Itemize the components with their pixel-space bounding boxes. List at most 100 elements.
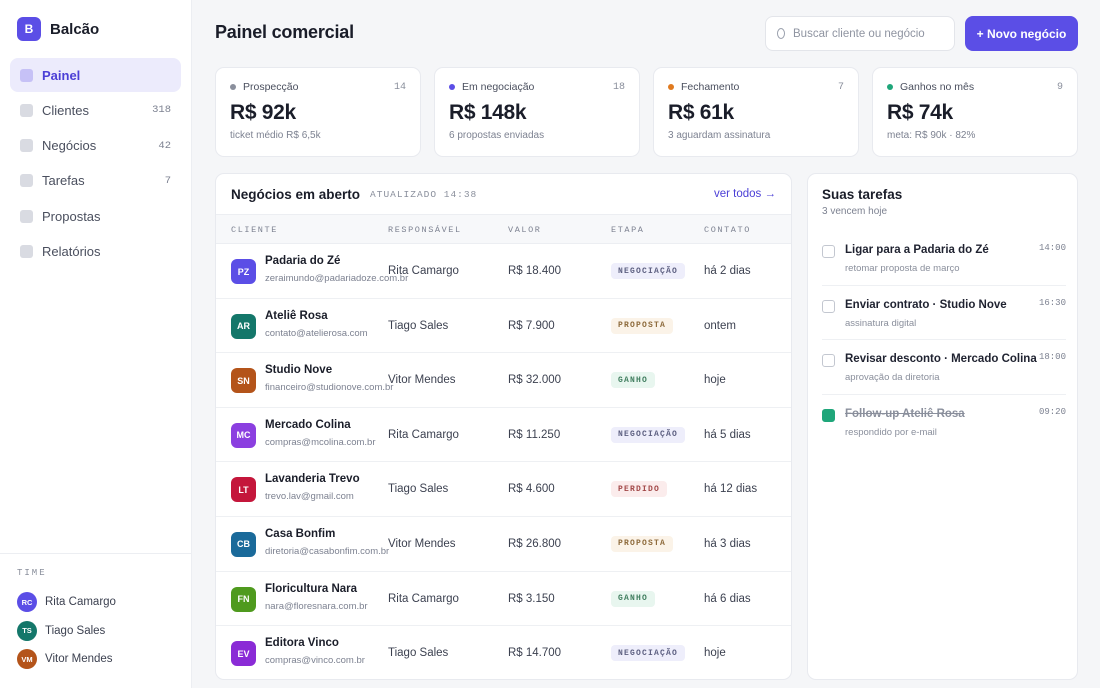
deal-value: R$ 26.800 bbox=[508, 537, 562, 550]
last-contact: há 5 dias bbox=[704, 428, 751, 441]
task-title: Revisar desconto · Mercado Colina bbox=[845, 353, 1037, 366]
search-input[interactable] bbox=[793, 27, 943, 40]
client-avatar: EV bbox=[231, 641, 256, 667]
tasks-title: Suas tarefas bbox=[822, 187, 903, 202]
stat-count: 14 bbox=[393, 81, 406, 93]
deal-owner: Tiago Sales bbox=[388, 319, 449, 332]
sidebar-item-negocios[interactable]: Negócios 42 bbox=[10, 129, 181, 163]
task-checkbox[interactable] bbox=[822, 299, 835, 313]
column-header-owner[interactable]: RESPONSÁVEL bbox=[388, 225, 462, 235]
client-avatar: PZ bbox=[231, 259, 256, 284]
table-row[interactable]: AR Ateliê Rosa contato@atelierosa.com Tiago… bbox=[216, 299, 791, 354]
search-box[interactable] bbox=[765, 16, 955, 51]
stat-card[interactable]: Ganhos no mês 9 R$ 74k meta: R$ 90k · 82% bbox=[872, 67, 1078, 157]
last-contact: hoje bbox=[704, 647, 726, 660]
table-row[interactable]: FN Floricultura Nara nara@floresnara.com.b… bbox=[216, 572, 791, 627]
client-name[interactable]: Floricultura Nara bbox=[265, 582, 358, 595]
stat-value: R$ 148k bbox=[449, 101, 527, 124]
sidebar-item-clientes[interactable]: Clientes 318 bbox=[10, 93, 181, 127]
avatar: VM bbox=[17, 649, 37, 670]
column-header-client[interactable]: CLIENTE bbox=[231, 225, 278, 235]
stat-card[interactable]: Fechamento 7 R$ 61k 3 aguardam assinatura bbox=[653, 67, 859, 157]
stat-count: 7 bbox=[837, 81, 844, 93]
team-member[interactable]: RC Rita Camargo bbox=[17, 588, 174, 617]
table-row[interactable]: EV Editora Vinco compras@vinco.com.br Tiago… bbox=[216, 626, 791, 679]
task-checkbox[interactable] bbox=[822, 408, 835, 422]
client-name[interactable]: Editora Vinco bbox=[265, 637, 339, 650]
stat-card[interactable]: Em negociação 18 R$ 148k 6 propostas enviad… bbox=[434, 67, 640, 157]
team-member[interactable]: VM Vitor Mendes bbox=[17, 645, 174, 674]
stage-badge: GANHO bbox=[611, 590, 656, 607]
client-email: trevo.lav@gmail.com bbox=[265, 491, 354, 503]
last-contact: há 2 dias bbox=[704, 265, 751, 277]
client-avatar: FN bbox=[231, 586, 256, 612]
stage-badge: PERDIDO bbox=[611, 481, 668, 498]
sidebar-item-relatorios[interactable]: Relatórios bbox=[10, 234, 181, 268]
stat-subtitle: 3 aguardam assinatura bbox=[668, 130, 771, 141]
client-email: zeraimundo@padariadoze.com.br bbox=[265, 273, 409, 284]
task-time: 18:00 bbox=[1038, 352, 1066, 363]
deals-updated-time: ATUALIZADO 14:38 bbox=[370, 188, 478, 200]
last-contact: ontem bbox=[704, 319, 736, 332]
new-deal-button[interactable]: + Novo negócio bbox=[965, 16, 1078, 51]
status-dot-icon bbox=[230, 84, 236, 90]
table-row[interactable]: MC Mercado Colina compras@mcolina.com.br Ri… bbox=[216, 408, 791, 463]
stat-header: Fechamento 7 bbox=[668, 81, 844, 93]
task-subtitle: aprovação da diretoria bbox=[845, 372, 940, 384]
client-name[interactable]: Casa Bonfim bbox=[265, 527, 336, 540]
deal-value: R$ 18.400 bbox=[508, 265, 562, 277]
task-item[interactable]: Ligar para a Padaria do Zé retomar propos… bbox=[822, 231, 1066, 286]
sidebar-item-tarefas[interactable]: Tarefas 7 bbox=[10, 164, 181, 198]
task-checkbox[interactable] bbox=[822, 245, 835, 258]
task-item[interactable]: Revisar desconto · Mercado Colina aprovaç… bbox=[822, 340, 1066, 395]
task-title: Follow-up Ateliê Rosa bbox=[845, 407, 965, 420]
sidebar-item-propostas[interactable]: Propostas bbox=[10, 199, 181, 233]
relatorios-icon bbox=[20, 244, 33, 258]
avatar: TS bbox=[17, 620, 37, 641]
last-contact: há 6 dias bbox=[704, 592, 751, 605]
status-dot-icon bbox=[887, 84, 893, 90]
brand[interactable]: B Balcão bbox=[17, 17, 99, 41]
sidebar-item-label: Negócios bbox=[42, 138, 97, 154]
tarefas-icon bbox=[20, 174, 33, 188]
sidebar-item-painel[interactable]: Painel bbox=[10, 58, 181, 92]
stat-subtitle: ticket médio R$ 6,5k bbox=[230, 130, 321, 141]
client-name[interactable]: Mercado Colina bbox=[265, 418, 351, 431]
team-member-name: Tiago Sales bbox=[45, 624, 106, 637]
deal-owner: Tiago Sales bbox=[388, 647, 449, 660]
column-header-stage[interactable]: ETAPA bbox=[611, 225, 645, 235]
team-member[interactable]: TS Tiago Sales bbox=[17, 617, 174, 646]
stat-card[interactable]: Prospecção 14 R$ 92k ticket médio R$ 6,5k bbox=[215, 67, 421, 157]
table-row[interactable]: LT Lavanderia Trevo trevo.lav@gmail.com Tia… bbox=[216, 462, 791, 517]
stage-badge: NEGOCIAÇÃO bbox=[611, 645, 686, 662]
client-name[interactable]: Padaria do Zé bbox=[265, 255, 341, 267]
stat-subtitle: 6 propostas enviadas bbox=[449, 130, 545, 141]
sidebar-item-count: 7 bbox=[164, 174, 171, 187]
client-avatar: AR bbox=[231, 313, 256, 339]
client-name[interactable]: Ateliê Rosa bbox=[265, 309, 328, 322]
client-email: contato@atelierosa.com bbox=[265, 327, 368, 339]
client-email: financeiro@studionove.com.br bbox=[265, 382, 394, 394]
stat-header: Prospecção 14 bbox=[230, 81, 406, 93]
see-all-link[interactable]: ver todos → bbox=[714, 188, 776, 200]
deals-header: Negócios em aberto ATUALIZADO 14:38 ver … bbox=[216, 174, 791, 215]
table-row[interactable]: SN Studio Nove financeiro@studionove.com.b… bbox=[216, 353, 791, 408]
sidebar-item-label: Propostas bbox=[42, 208, 101, 224]
column-header-contact[interactable]: CONTATO bbox=[704, 225, 751, 235]
table-row[interactable]: PZ Padaria do Zé zeraimundo@padariadoze.co… bbox=[216, 244, 791, 299]
page-title: Painel comercial bbox=[215, 22, 354, 42]
client-avatar: LT bbox=[231, 477, 256, 503]
open-deals-panel: Negócios em aberto ATUALIZADO 14:38 ver … bbox=[215, 173, 792, 680]
task-item[interactable]: Follow-up Ateliê Rosa respondido por e-ma… bbox=[822, 395, 1066, 450]
client-name[interactable]: Lavanderia Trevo bbox=[265, 473, 360, 486]
task-item[interactable]: Enviar contrato · Studio Nove assinatura … bbox=[822, 286, 1066, 341]
painel-icon bbox=[20, 68, 33, 82]
deal-owner: Rita Camargo bbox=[388, 592, 459, 605]
task-checkbox[interactable] bbox=[822, 354, 835, 368]
table-row[interactable]: CB Casa Bonfim diretoria@casabonfim.com.br… bbox=[216, 517, 791, 572]
stat-subtitle: meta: R$ 90k · 82% bbox=[887, 130, 976, 141]
client-name[interactable]: Studio Nove bbox=[265, 364, 333, 377]
column-header-value[interactable]: VALOR bbox=[508, 225, 542, 235]
deal-value: R$ 11.250 bbox=[508, 428, 561, 441]
table-header: CLIENTE RESPONSÁVEL VALOR ETAPA CONTATO bbox=[216, 215, 791, 244]
